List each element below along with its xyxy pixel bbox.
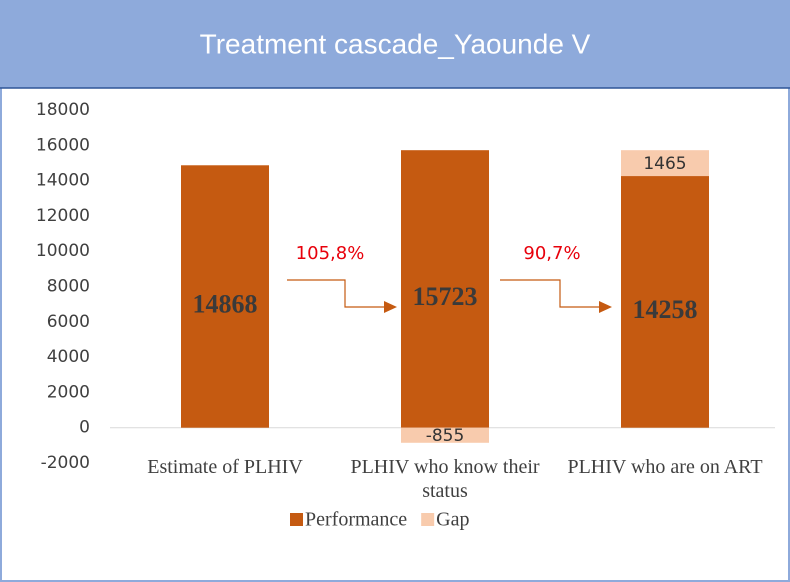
legend-swatch xyxy=(421,513,435,526)
arrow-head xyxy=(384,301,397,313)
x-tick-label: PLHIV who are on ART xyxy=(567,456,763,478)
x-tick-label: Estimate of PLHIV xyxy=(147,456,303,478)
legend-label: Gap xyxy=(436,509,469,531)
legend-swatch xyxy=(290,513,303,526)
connector xyxy=(287,279,385,308)
bar-segment xyxy=(181,165,269,428)
y-tick-label: -2000 xyxy=(41,453,90,473)
data-label: 14868 xyxy=(193,289,258,318)
y-tick-label: 0 xyxy=(79,418,90,438)
y-tick-label: 2000 xyxy=(47,382,90,402)
bar-segment xyxy=(621,150,709,177)
arrow-head xyxy=(599,301,612,313)
annotation: 105,8% xyxy=(296,243,365,264)
data-label: -855 xyxy=(426,426,465,446)
y-tick-label: 12000 xyxy=(36,206,90,226)
connector xyxy=(500,279,600,308)
y-tick-label: 6000 xyxy=(47,312,90,332)
annotation: 90,7% xyxy=(523,243,580,264)
y-tick-label: 8000 xyxy=(47,277,90,297)
y-tick-label: 18000 xyxy=(36,100,90,120)
data-label: 15723 xyxy=(413,282,478,311)
bar-segment xyxy=(401,150,489,428)
y-tick-label: 4000 xyxy=(47,347,90,367)
data-label: 1465 xyxy=(643,154,686,174)
y-tick-label: 10000 xyxy=(36,241,90,261)
y-tick-label: 14000 xyxy=(36,171,90,191)
y-tick-label: 16000 xyxy=(36,135,90,155)
x-tick-label: PLHIV who know their status xyxy=(350,456,540,502)
data-label: 14258 xyxy=(633,295,698,324)
bar-segment xyxy=(621,176,709,428)
legend-label: Performance xyxy=(305,509,407,531)
chart-title: Treatment cascade_Yaounde V xyxy=(200,28,591,59)
title-bar xyxy=(0,0,790,88)
bar-segment xyxy=(401,427,489,443)
